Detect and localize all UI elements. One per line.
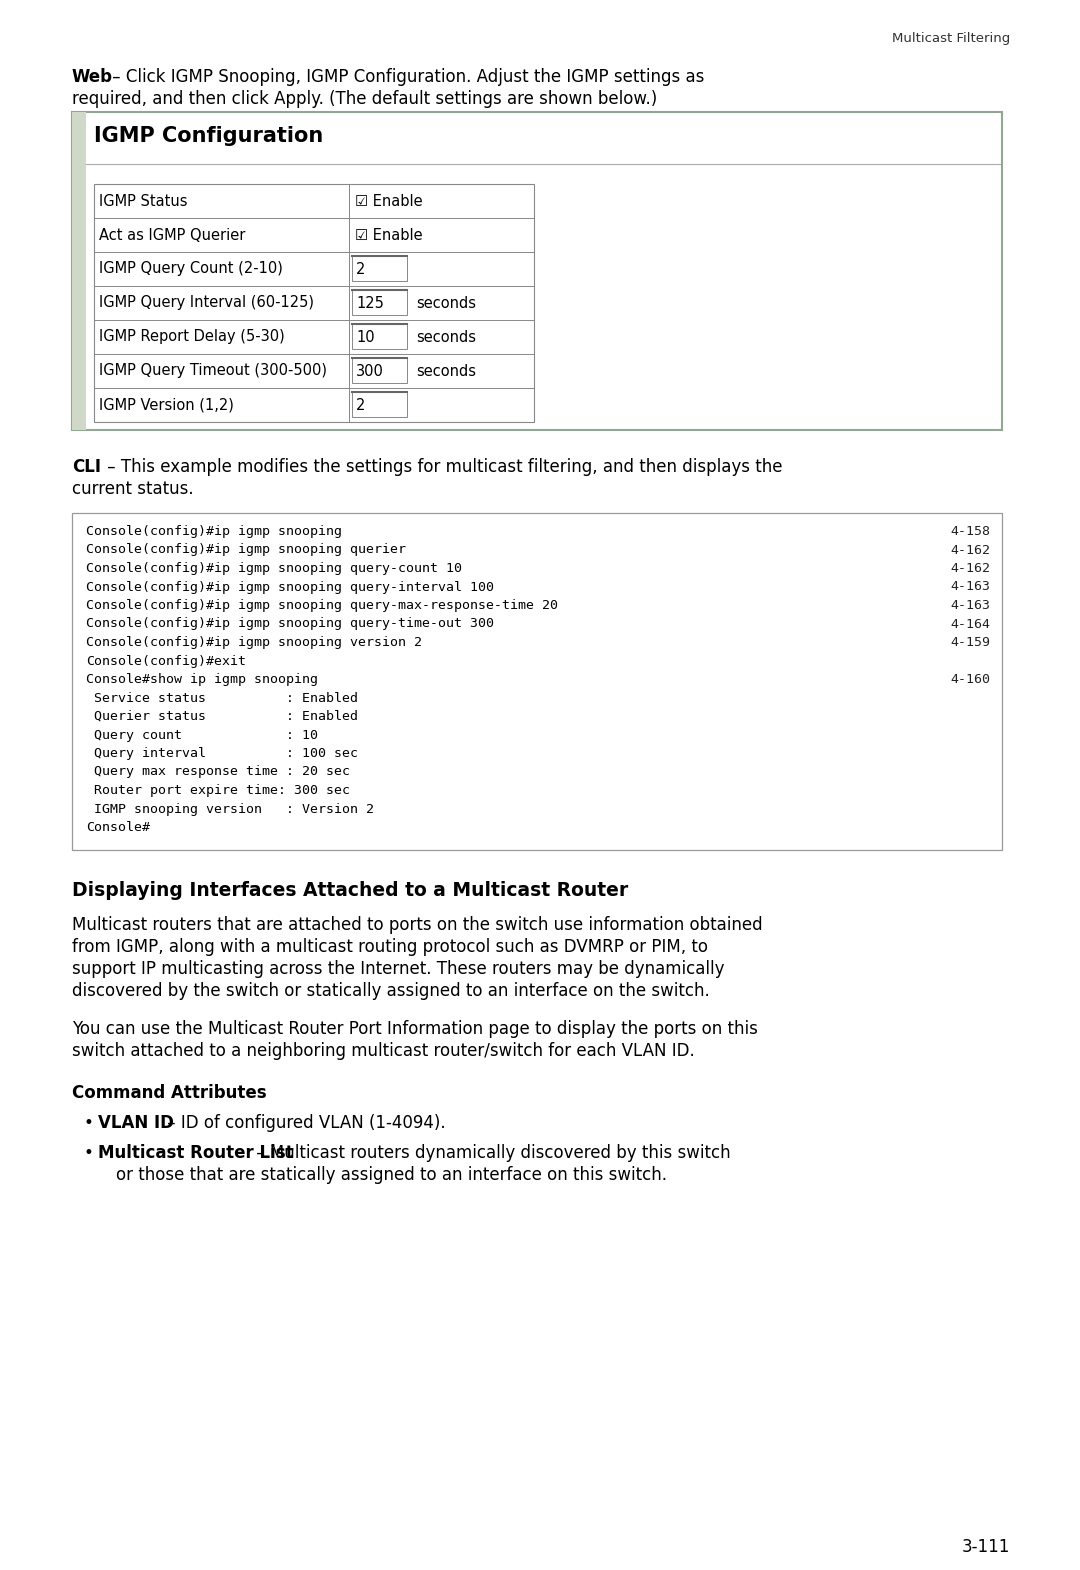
Text: support IP multicasting across the Internet. These routers may be dynamically: support IP multicasting across the Inter… bbox=[72, 959, 725, 978]
Text: Querier status          : Enabled: Querier status : Enabled bbox=[86, 710, 357, 724]
Text: Console(config)#ip igmp snooping query-interval 100: Console(config)#ip igmp snooping query-i… bbox=[86, 581, 494, 593]
Text: 4-158: 4-158 bbox=[950, 524, 990, 539]
Bar bbox=[352, 323, 407, 349]
Text: VLAN ID: VLAN ID bbox=[98, 1113, 174, 1132]
Text: 300: 300 bbox=[356, 364, 383, 378]
Text: Query interval          : 100 sec: Query interval : 100 sec bbox=[86, 747, 357, 760]
Text: required, and then click Apply. (The default settings are shown below.): required, and then click Apply. (The def… bbox=[72, 89, 658, 108]
Text: – Multicast routers dynamically discovered by this switch: – Multicast routers dynamically discover… bbox=[251, 1143, 731, 1162]
Text: Query count             : 10: Query count : 10 bbox=[86, 728, 318, 741]
Text: Displaying Interfaces Attached to a Multicast Router: Displaying Interfaces Attached to a Mult… bbox=[72, 881, 629, 901]
Bar bbox=[72, 513, 1002, 849]
Text: IGMP Query Timeout (300-500): IGMP Query Timeout (300-500) bbox=[99, 364, 327, 378]
Text: 125: 125 bbox=[356, 295, 383, 311]
Text: IGMP Configuration: IGMP Configuration bbox=[94, 126, 323, 146]
Text: 4-163: 4-163 bbox=[950, 581, 990, 593]
Text: – ID of configured VLAN (1-4094).: – ID of configured VLAN (1-4094). bbox=[162, 1113, 446, 1132]
Text: discovered by the switch or statically assigned to an interface on the switch.: discovered by the switch or statically a… bbox=[72, 981, 710, 1000]
Bar bbox=[352, 290, 407, 316]
Text: 4-164: 4-164 bbox=[950, 617, 990, 631]
Text: IGMP Status: IGMP Status bbox=[99, 193, 188, 209]
Text: Console(config)#ip igmp snooping querier: Console(config)#ip igmp snooping querier bbox=[86, 543, 406, 556]
Text: switch attached to a neighboring multicast router/switch for each VLAN ID.: switch attached to a neighboring multica… bbox=[72, 1041, 694, 1060]
Text: seconds: seconds bbox=[416, 364, 476, 378]
Text: Console(config)#ip igmp snooping query-count 10: Console(config)#ip igmp snooping query-c… bbox=[86, 562, 462, 575]
Bar bbox=[352, 392, 407, 418]
Text: Console#: Console# bbox=[86, 821, 150, 834]
Text: Service status          : Enabled: Service status : Enabled bbox=[86, 691, 357, 705]
Text: Console(config)#ip igmp snooping query-time-out 300: Console(config)#ip igmp snooping query-t… bbox=[86, 617, 494, 631]
Text: ☑ Enable: ☑ Enable bbox=[355, 228, 422, 242]
Text: Console(config)#exit: Console(config)#exit bbox=[86, 655, 246, 667]
Text: IGMP Version (1,2): IGMP Version (1,2) bbox=[99, 397, 234, 413]
Text: Web: Web bbox=[72, 68, 113, 86]
Text: – This example modifies the settings for multicast filtering, and then displays : – This example modifies the settings for… bbox=[102, 458, 783, 476]
Text: Multicast Filtering: Multicast Filtering bbox=[892, 31, 1010, 46]
Text: CLI: CLI bbox=[72, 458, 102, 476]
Text: IGMP Query Count (2-10): IGMP Query Count (2-10) bbox=[99, 262, 283, 276]
Text: 4-162: 4-162 bbox=[950, 543, 990, 556]
Bar bbox=[352, 358, 407, 383]
Text: •: • bbox=[84, 1113, 94, 1132]
Text: Console(config)#ip igmp snooping version 2: Console(config)#ip igmp snooping version… bbox=[86, 636, 422, 648]
Bar bbox=[352, 256, 407, 281]
Text: 3-111: 3-111 bbox=[961, 1539, 1010, 1556]
Text: 4-162: 4-162 bbox=[950, 562, 990, 575]
Text: Command Attributes: Command Attributes bbox=[72, 1083, 267, 1102]
Text: Multicast routers that are attached to ports on the switch use information obtai: Multicast routers that are attached to p… bbox=[72, 915, 762, 934]
Text: 2: 2 bbox=[356, 397, 365, 413]
Text: seconds: seconds bbox=[416, 330, 476, 344]
Text: Console(config)#ip igmp snooping: Console(config)#ip igmp snooping bbox=[86, 524, 342, 539]
Text: 4-159: 4-159 bbox=[950, 636, 990, 648]
Bar bbox=[72, 111, 86, 430]
Text: Multicast Router List: Multicast Router List bbox=[98, 1143, 294, 1162]
Text: 2: 2 bbox=[356, 262, 365, 276]
Text: Act as IGMP Querier: Act as IGMP Querier bbox=[99, 228, 245, 242]
Text: or those that are statically assigned to an interface on this switch.: or those that are statically assigned to… bbox=[116, 1165, 667, 1184]
Text: seconds: seconds bbox=[416, 295, 476, 311]
Text: 10: 10 bbox=[356, 330, 375, 344]
Text: from IGMP, along with a multicast routing protocol such as DVMRP or PIM, to: from IGMP, along with a multicast routin… bbox=[72, 937, 708, 956]
Text: Query max response time : 20 sec: Query max response time : 20 sec bbox=[86, 766, 350, 779]
Bar bbox=[72, 111, 1002, 430]
Text: IGMP Report Delay (5-30): IGMP Report Delay (5-30) bbox=[99, 330, 285, 344]
Text: 4-163: 4-163 bbox=[950, 600, 990, 612]
Text: IGMP snooping version   : Version 2: IGMP snooping version : Version 2 bbox=[86, 802, 374, 815]
Text: current status.: current status. bbox=[72, 480, 193, 498]
Bar bbox=[94, 184, 534, 422]
Text: ☑ Enable: ☑ Enable bbox=[355, 193, 422, 209]
Text: Router port expire time: 300 sec: Router port expire time: 300 sec bbox=[86, 783, 350, 798]
Text: •: • bbox=[84, 1143, 94, 1162]
Text: Console#show ip igmp snooping: Console#show ip igmp snooping bbox=[86, 674, 318, 686]
Text: You can use the Multicast Router Port Information page to display the ports on t: You can use the Multicast Router Port In… bbox=[72, 1019, 758, 1038]
Text: 4-160: 4-160 bbox=[950, 674, 990, 686]
Text: Console(config)#ip igmp snooping query-max-response-time 20: Console(config)#ip igmp snooping query-m… bbox=[86, 600, 558, 612]
Text: – Click IGMP Snooping, IGMP Configuration. Adjust the IGMP settings as: – Click IGMP Snooping, IGMP Configuratio… bbox=[107, 68, 704, 86]
Text: IGMP Query Interval (60-125): IGMP Query Interval (60-125) bbox=[99, 295, 314, 311]
